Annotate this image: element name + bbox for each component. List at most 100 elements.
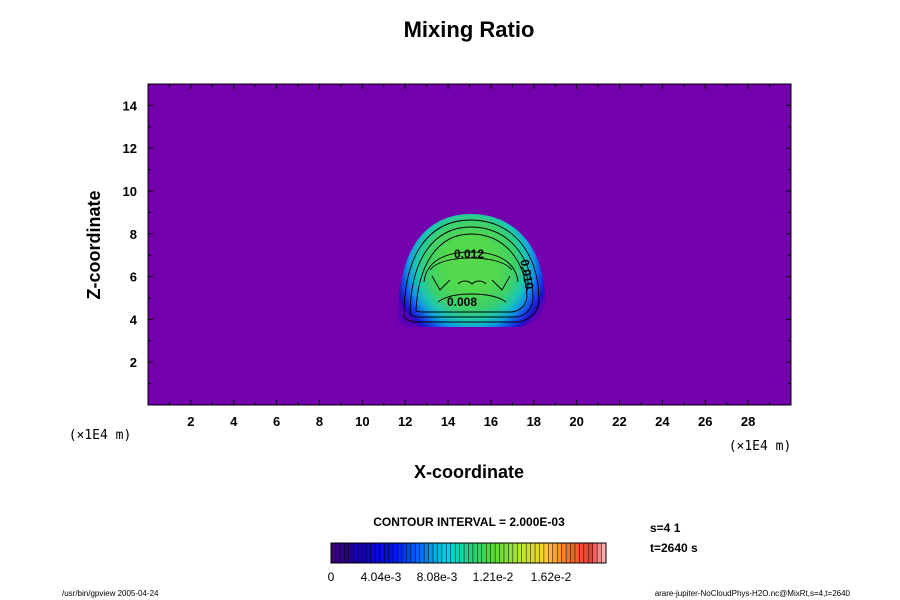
colorbar-cell (486, 543, 491, 563)
x-tick-label: 22 (612, 414, 626, 429)
colorbar-cell (353, 543, 358, 563)
colorbar-cell (441, 543, 447, 563)
colorbar-cell (552, 543, 558, 563)
colorbar-cell (397, 543, 403, 563)
colorbar-label: 1.21e-2 (473, 570, 514, 584)
colorbar-cell (503, 543, 509, 563)
footer-right: arare-jupiter-NoCloudPhys-H2O.nc@MixRt,s… (655, 589, 851, 598)
x-tick-label: 10 (355, 414, 369, 429)
colorbar-labels: 0 4.04e-3 8.08e-3 1.21e-2 1.62e-2 (328, 570, 572, 584)
x-tick-label: 24 (655, 414, 670, 429)
colorbar-cell (401, 543, 407, 563)
colorbar-cell (592, 543, 598, 563)
colorbar-cell (375, 543, 381, 563)
colorbar-cell (481, 543, 487, 563)
colorbar-cell (366, 543, 372, 563)
colorbar-cell (601, 543, 607, 563)
x-tick-label: 20 (569, 414, 583, 429)
x-tick-label: 26 (698, 414, 712, 429)
colorbar-cell (450, 543, 456, 563)
plume-group: 0.012 0.008 0.010 (398, 214, 545, 327)
colorbar-cell (570, 543, 576, 563)
colorbar-cell (548, 543, 554, 563)
colorbar-cell (477, 543, 483, 563)
colorbar-cell (410, 543, 416, 563)
contour-lines (403, 219, 540, 323)
contour-line (423, 251, 519, 283)
colorbar-cell (406, 543, 412, 563)
colorbar-label: 0 (328, 570, 335, 584)
t-readout: t=2640 s (650, 541, 698, 555)
colorbar-cell (459, 543, 465, 563)
contour-line (403, 219, 540, 323)
colorbar-cell (393, 543, 398, 563)
colorbar-cell (508, 543, 514, 563)
x-tick-label: 18 (527, 414, 541, 429)
y-tick-label: 8 (130, 227, 137, 242)
colorbar-cell (597, 543, 602, 563)
y-axis-unit: (×1E4 m) (69, 428, 132, 443)
x-tick-label: 8 (316, 414, 323, 429)
colorbar-cell (362, 543, 367, 563)
y-tick-label: 14 (123, 98, 138, 113)
x-axis: 2 4 6 8 10 12 14 16 18 20 22 24 26 28 (168, 84, 771, 429)
colorbar (330, 543, 607, 563)
colorbar-frame (330, 542, 607, 564)
y-tick-label: 4 (130, 312, 138, 327)
colorbar-cell (543, 543, 549, 563)
y-tick-label: 6 (130, 270, 137, 285)
colorbar-cell (331, 543, 336, 563)
x-tick-label: 28 (741, 414, 755, 429)
colorbar-cell (357, 543, 363, 563)
colorbar-cell (370, 543, 376, 563)
footer-left: /usr/bin/gpview 2005-04-24 (62, 589, 159, 598)
colorbar-cell (526, 543, 531, 563)
colorbar-cell (535, 543, 540, 563)
colorbar-cell (388, 543, 394, 563)
contour-line (437, 293, 507, 303)
colorbar-cell (561, 543, 567, 563)
x-tick-label: 12 (398, 414, 412, 429)
colorbar-cell (512, 543, 518, 563)
x-tick-label: 14 (441, 414, 456, 429)
colorbar-cell (499, 543, 505, 563)
colorbar-cell (583, 543, 589, 563)
colorbar-cell (424, 543, 429, 563)
contour-line (429, 257, 513, 271)
contour-line (431, 275, 511, 291)
colorbar-cell (579, 543, 585, 563)
colorbar-cell (437, 543, 443, 563)
colorbar-cell (490, 543, 496, 563)
colorbar-cell (557, 543, 562, 563)
colorbar-cell (464, 543, 469, 563)
colorbar-cell (472, 543, 478, 563)
contour-line (519, 265, 529, 295)
colorbar-cell (348, 543, 354, 563)
colorbar-label: 1.62e-2 (531, 570, 572, 584)
contour-label: 0.012 (454, 247, 484, 261)
colorbar-cell (419, 543, 425, 563)
x-tick-label: 6 (273, 414, 280, 429)
colorbar-cell (539, 543, 545, 563)
colorbar-cell (455, 543, 460, 563)
x-tick-label: 16 (484, 414, 498, 429)
colorbar-label: 8.08e-3 (417, 570, 458, 584)
colorbar-cell (574, 543, 580, 563)
colorbar-cell (433, 543, 438, 563)
colorbar-cell (566, 543, 571, 563)
contour-interval: CONTOUR INTERVAL = 2.000E-03 (373, 515, 565, 529)
contour-line (409, 226, 534, 318)
colorbar-cell (517, 543, 523, 563)
plume-field (398, 214, 545, 327)
colorbar-cell (588, 543, 593, 563)
contour-line (415, 233, 528, 313)
colorbar-cell (339, 543, 345, 563)
s-readout: s=4 1 (650, 521, 681, 535)
colorbar-cell (530, 543, 536, 563)
contour-label: 0.010 (517, 258, 536, 290)
colorbar-cell (521, 543, 527, 563)
y-axis-label: Z-coordinate (84, 190, 104, 299)
contour-line (457, 280, 487, 285)
x-tick-label: 4 (230, 414, 238, 429)
